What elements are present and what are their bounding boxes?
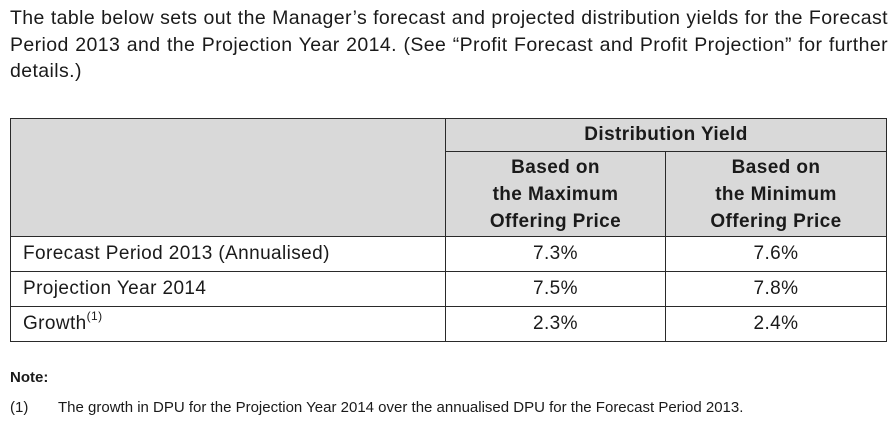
- note-title: Note:: [10, 369, 49, 386]
- intro-paragraph: The table below sets out the Manager’s f…: [10, 7, 888, 82]
- min-yield-cell: 2.4%: [665, 306, 887, 342]
- row-label: Projection Year 2014: [10, 271, 446, 307]
- footnote-item: (1) The growth in DPU for the Projection …: [10, 399, 743, 416]
- max-offering-price-header: Based on the Maximum Offering Price: [445, 151, 666, 237]
- table-row: Projection Year 2014 7.5% 7.8%: [10, 271, 887, 307]
- footnote-number: (1): [10, 399, 29, 416]
- footnote-marker: (1): [86, 309, 103, 323]
- min-yield-cell: 7.8%: [665, 271, 887, 307]
- min-yield-cell: 7.6%: [665, 236, 887, 272]
- max-yield-cell: 7.3%: [445, 236, 666, 272]
- min-offering-price-header: Based on the Minimum Offering Price: [665, 151, 887, 237]
- distribution-yield-table: Distribution Yield Based on the Maximum …: [10, 118, 887, 342]
- row-label: Growth(1): [10, 306, 446, 342]
- distribution-yield-header: Distribution Yield: [445, 118, 887, 152]
- max-yield-cell: 7.5%: [445, 271, 666, 307]
- footnote-text: The growth in DPU for the Projection Yea…: [58, 399, 744, 416]
- max-yield-cell: 2.3%: [445, 306, 666, 342]
- table-row: Growth(1) 2.3% 2.4%: [10, 306, 887, 342]
- table-corner-cell: [10, 118, 446, 237]
- row-label: Forecast Period 2013 (Annualised): [10, 236, 446, 272]
- table-row: Forecast Period 2013 (Annualised) 7.3% 7…: [10, 236, 887, 272]
